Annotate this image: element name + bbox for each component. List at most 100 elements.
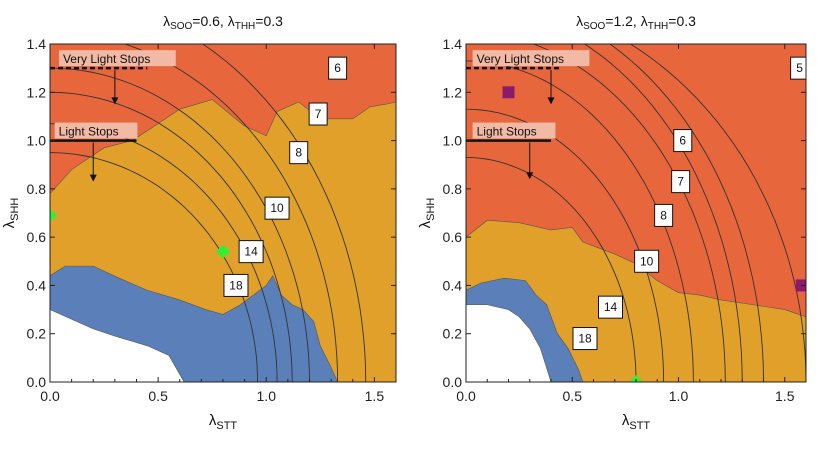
contour-label-text: 7: [315, 107, 322, 121]
contour-label: 14: [598, 295, 623, 319]
title-part: =1.2,: [605, 13, 640, 29]
y-tick-label: 1.0: [443, 133, 463, 149]
contour-label-text: 18: [229, 278, 243, 292]
plot-area: 6 7 8 10 14 18 Very Light Stops Light Stops: [50, 44, 396, 382]
title-part: =0.3: [668, 13, 696, 29]
contour-label: 10: [634, 249, 660, 273]
x-axis-label-main: λ: [209, 412, 217, 429]
y-tick-label: 0.4: [443, 277, 463, 293]
contour-label: 18: [572, 327, 598, 351]
y-axis-label-main: λ: [417, 220, 434, 228]
panel-2: 5 6 7 8 10 14 18 Very Light Stops Light Stops 0.0…: [417, 13, 807, 432]
contour-label-text: 5: [796, 61, 803, 75]
panel-1: 6 7 8 10 14 18 Very Light Stops Light Stops 0.0 0…: [1, 13, 397, 432]
annotation-label-bg: [54, 122, 138, 139]
contour-label-box: [328, 56, 348, 80]
contour-line: [609, 44, 764, 382]
purple-square-marker: [795, 279, 806, 292]
y-tick-label: 0.6: [443, 229, 463, 245]
y-axis-label-sub: SHH: [425, 198, 437, 221]
contour-line: [466, 60, 694, 382]
y-tick-label: 0.8: [27, 181, 47, 197]
purple-square-marker: [502, 86, 515, 99]
x-tick-label: 0.5: [148, 388, 168, 404]
x-axis-label-main: λ: [622, 412, 630, 429]
contour-label-box: [289, 141, 309, 165]
contour-label: 5: [790, 56, 806, 80]
green-diamond-marker: [629, 375, 643, 382]
contour-label-text: 10: [270, 201, 284, 215]
annotation-light-stops: Light Stops: [466, 122, 556, 180]
contour-label-box: [223, 273, 249, 297]
y-axis-label-main: λ: [1, 220, 18, 228]
contour-label-box: [598, 295, 623, 319]
annotation-label: Light Stops: [59, 125, 119, 139]
contour-label: 6: [328, 56, 348, 80]
green-diamond-marker: [216, 244, 230, 259]
down-arrow-icon: [526, 172, 534, 180]
title-part: λ: [163, 13, 170, 29]
contour-label-text: 14: [244, 245, 258, 259]
title-part: THH: [235, 21, 256, 32]
y-tick-label: 0.2: [27, 326, 47, 342]
contour-label-box: [654, 203, 674, 227]
contour-label-text: 8: [660, 208, 667, 222]
panel-title: λSOO=0.6, λTHH=0.3: [163, 13, 283, 32]
contour-label-text: 10: [640, 254, 654, 268]
y-tick-label: 0.0: [27, 374, 47, 390]
contour-line: [50, 67, 310, 382]
annotation-label: Very Light Stops: [63, 52, 150, 66]
contour-label-box: [634, 249, 660, 273]
contour-label-box: [671, 170, 691, 194]
down-arrow-icon: [111, 97, 119, 105]
y-axis-label: λSHH: [417, 198, 437, 229]
down-arrow-icon: [89, 174, 97, 182]
contour-label-box: [308, 102, 328, 126]
down-arrow-icon: [547, 97, 555, 105]
contour-line: [466, 108, 665, 382]
x-axis-label: λSTT: [209, 412, 238, 432]
contour-line: [531, 44, 726, 382]
contour-line: [201, 44, 367, 382]
x-tick-label: 1.0: [257, 388, 277, 404]
y-tick-label: 0.2: [443, 326, 463, 342]
y-axis-label-sub: SHH: [9, 198, 21, 221]
y-tick-label: 0.0: [443, 374, 463, 390]
y-tick-label: 0.8: [443, 181, 463, 197]
contour-label-box: [673, 129, 693, 153]
contour-label: 6: [673, 129, 693, 153]
annotation-label-bg: [58, 50, 176, 67]
title-part: THH: [648, 21, 669, 32]
contour-label: 8: [289, 141, 309, 165]
y-tick-label: 1.0: [27, 133, 47, 149]
x-tick-label: 0.5: [563, 388, 583, 404]
annotation-very-light-stops: Very Light Stops: [466, 50, 590, 105]
title-part: =0.6,: [192, 13, 227, 29]
y-tick-label: 1.2: [27, 84, 47, 100]
x-axis-label: λSTT: [622, 412, 651, 432]
contour-line: [466, 157, 637, 382]
contour-line: [50, 152, 259, 382]
title-part: λ: [576, 13, 583, 29]
x-axis-label-sub: STT: [629, 420, 650, 432]
contour-label: 8: [654, 203, 674, 227]
contour-label-text: 18: [578, 332, 592, 346]
contour-line: [50, 91, 293, 382]
green-diamond-marker: [50, 208, 57, 223]
contour-label-text: 6: [334, 61, 341, 75]
contour-label: 7: [671, 170, 691, 194]
white-region: [50, 309, 185, 382]
x-axis-label-sub: STT: [216, 420, 237, 432]
annotation-label: Light Stops: [477, 125, 537, 139]
contour-label-box: [790, 56, 806, 80]
y-tick-label: 1.2: [443, 84, 463, 100]
contour-label-text: 7: [677, 175, 684, 189]
y-tick-label: 0.4: [27, 277, 47, 293]
contour-line: [583, 44, 743, 382]
y-tick-label: 1.4: [443, 36, 463, 52]
x-tick-label: 1.5: [775, 388, 795, 404]
contour-label: 14: [238, 240, 264, 264]
plot-area: 5 6 7 8 10 14 18 Very Light Stops Light Stops: [466, 44, 806, 382]
title-part: SOO: [583, 21, 605, 32]
